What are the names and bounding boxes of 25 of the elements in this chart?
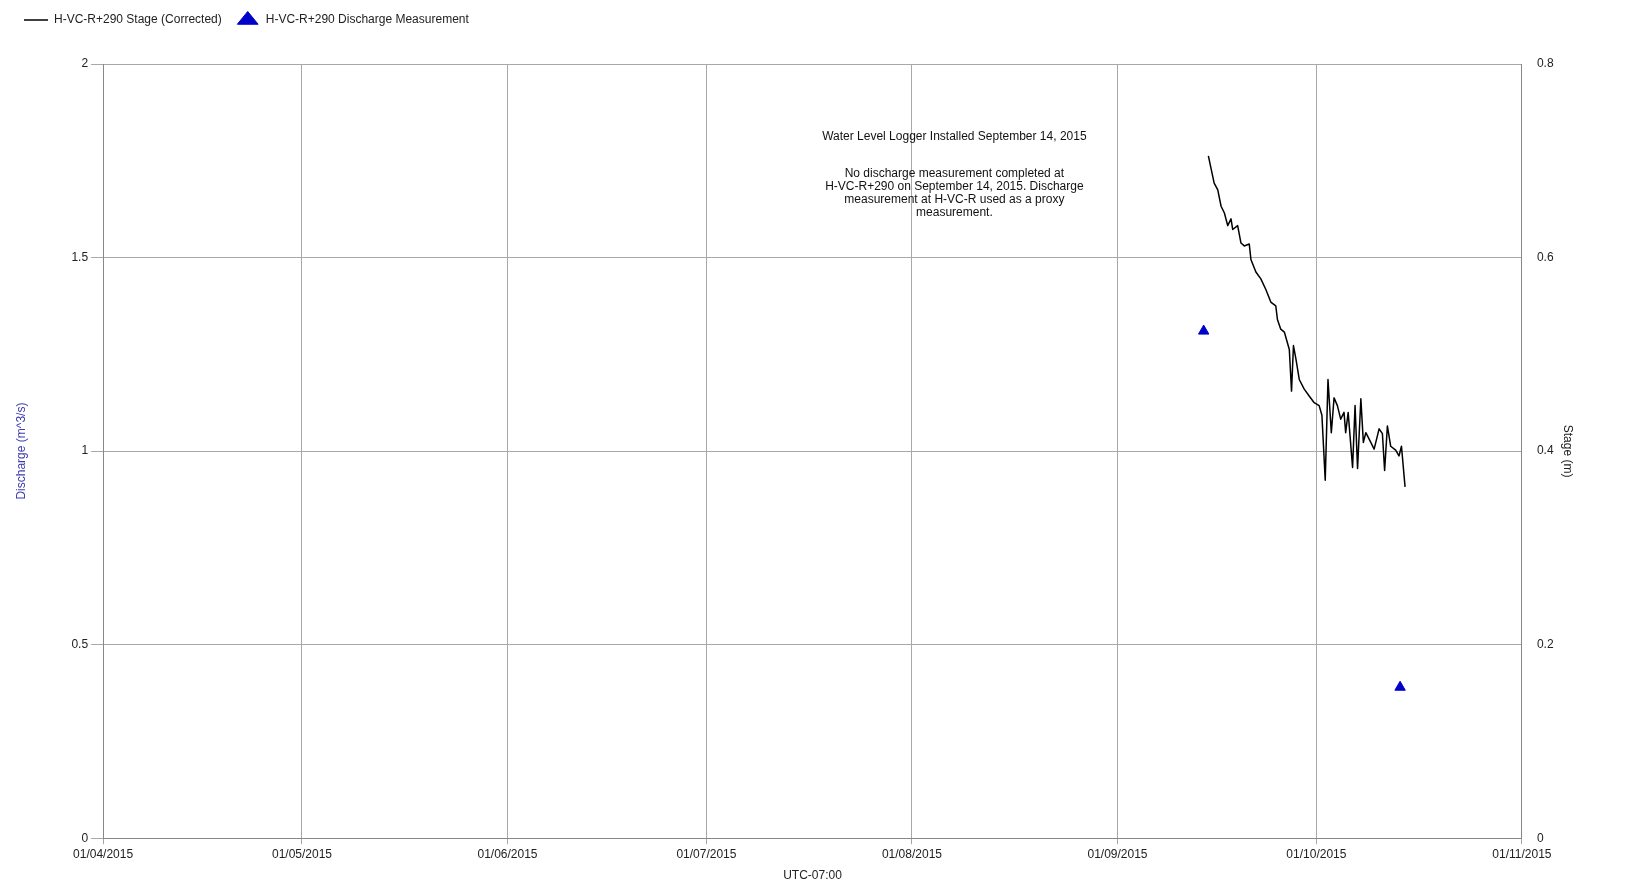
x-tick-label: 01/04/2015 <box>73 846 134 861</box>
y2-tick-label: 0 <box>1536 830 1544 845</box>
y-tick-label: 0.5 <box>71 636 89 651</box>
y2-tick-label: 0.8 <box>1536 56 1554 71</box>
legend-label: H-VC-R+290 Discharge Measurement <box>265 12 470 27</box>
annotation: No discharge measurement completed at H-VC-R+290 on September 14, 2015. Discharge measurement at H-VC-R used as a proxy measurement. <box>825 166 1084 220</box>
y-tick-label: 2 <box>81 56 89 71</box>
y2-tick-label: 0.4 <box>1536 443 1554 458</box>
y-tick-label: 1 <box>81 443 89 458</box>
x-tick-label: 01/06/2015 <box>477 846 538 861</box>
x-tick-label: 01/07/2015 <box>676 846 737 861</box>
annotation: Water Level Logger Installed September 14, 2015 <box>822 129 1087 144</box>
y-tick-label: 1.5 <box>71 249 89 264</box>
x-tick-label: 01/11/2015 <box>1492 846 1552 861</box>
y2-tick-label: 0.6 <box>1536 249 1554 264</box>
x-tick-label: 01/05/2015 <box>271 846 333 861</box>
x-axis-title: UTC-07:00 <box>783 868 843 883</box>
legend-label: H-VC-R+290 Stage (Corrected) <box>54 12 222 27</box>
x-tick-label: 01/09/2015 <box>1087 846 1148 861</box>
y2-axis-title: Stage (m) <box>1561 424 1576 478</box>
y-tick-label: 0 <box>81 830 89 845</box>
x-tick-label: 01/08/2015 <box>881 846 943 861</box>
x-tick-label: 01/10/2015 <box>1286 846 1347 861</box>
y2-tick-label: 0.2 <box>1536 636 1554 651</box>
y-axis-title: Discharge (m^3/s) <box>13 402 28 500</box>
